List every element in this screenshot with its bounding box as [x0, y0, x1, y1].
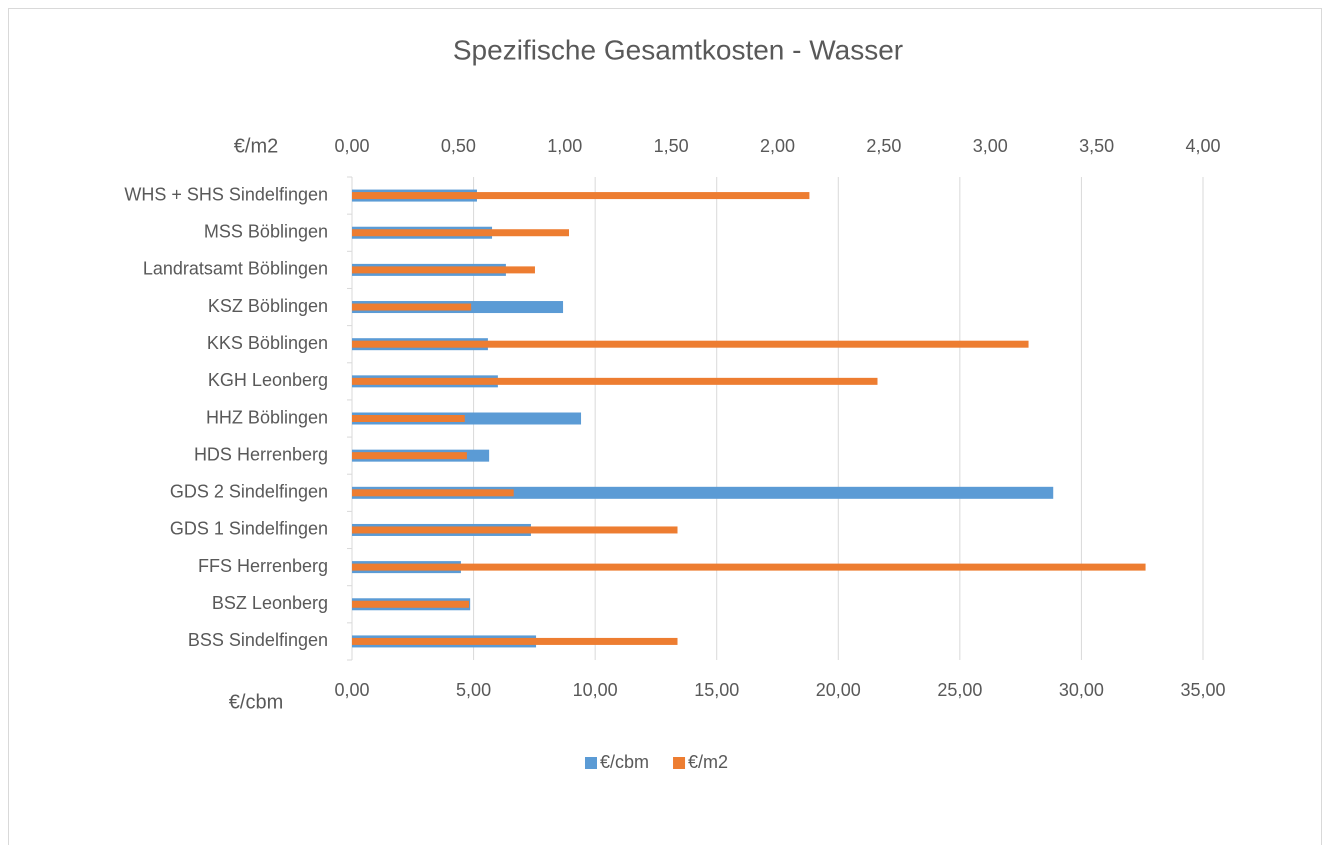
x2-tick-label: 2,50: [866, 136, 901, 156]
bar: [352, 192, 810, 200]
chart-title: Spezifische Gesamtkosten - Wasser: [453, 34, 903, 65]
chart-frame: [8, 8, 1322, 845]
legend-label: €/cbm: [600, 752, 649, 772]
legend-swatch: [673, 757, 686, 769]
x2-tick-label: 0,50: [441, 136, 476, 156]
bar: [352, 600, 470, 608]
x-tick-label: 10,00: [573, 680, 618, 700]
x2-tick-label: 3,00: [973, 136, 1008, 156]
x2-tick-label: 1,00: [547, 136, 582, 156]
bar: [352, 340, 1029, 348]
y-tick-label: HHZ Böblingen: [206, 407, 328, 427]
x-tick-label: 5,00: [456, 680, 491, 700]
x-tick-label: 0,00: [334, 680, 369, 700]
legend-swatch: [585, 757, 597, 769]
legend-label: €/m2: [688, 752, 728, 772]
x2-tick-label: 3,50: [1079, 136, 1114, 156]
y-tick-label: KSZ Böblingen: [208, 296, 328, 316]
y-tick-label: GDS 1 Sindelfingen: [170, 519, 328, 539]
x2-tick-label: 4,00: [1185, 136, 1220, 156]
bar: [352, 489, 514, 497]
y-tick-label: MSS Böblingen: [204, 221, 328, 241]
bar: [352, 377, 878, 385]
x-tick-label: 25,00: [937, 680, 982, 700]
x2-tick-label: 1,50: [654, 136, 689, 156]
x-tick-label: 30,00: [1059, 680, 1104, 700]
x2-axis-title: €/m2: [234, 135, 278, 157]
bar: [352, 486, 1054, 499]
y-tick-label: BSS Sindelfingen: [188, 630, 328, 650]
x-axis-title: €/cbm: [229, 691, 283, 713]
y-tick-label: BSZ Leonberg: [212, 593, 328, 613]
y-tick-label: GDS 2 Sindelfingen: [170, 482, 328, 502]
x2-tick-label: 0,00: [334, 136, 369, 156]
bar: [352, 526, 678, 534]
x-tick-label: 15,00: [694, 680, 739, 700]
y-tick-label: WHS + SHS Sindelfingen: [124, 184, 328, 204]
bar: [352, 637, 678, 645]
x-tick-label: 35,00: [1180, 680, 1225, 700]
bar: [352, 452, 467, 460]
y-tick-label: KKS Böblingen: [207, 333, 328, 353]
bar: [352, 303, 472, 311]
bar: [352, 266, 535, 274]
y-tick-label: KGH Leonberg: [208, 370, 328, 390]
y-tick-label: FFS Herrenberg: [198, 556, 328, 576]
y-tick-label: HDS Herrenberg: [194, 444, 328, 464]
bar: [352, 563, 1146, 571]
x2-tick-label: 2,00: [760, 136, 795, 156]
x-tick-label: 20,00: [816, 680, 861, 700]
bar: [352, 415, 465, 422]
bar: [352, 229, 570, 237]
y-tick-label: Landratsamt Böblingen: [143, 259, 328, 279]
